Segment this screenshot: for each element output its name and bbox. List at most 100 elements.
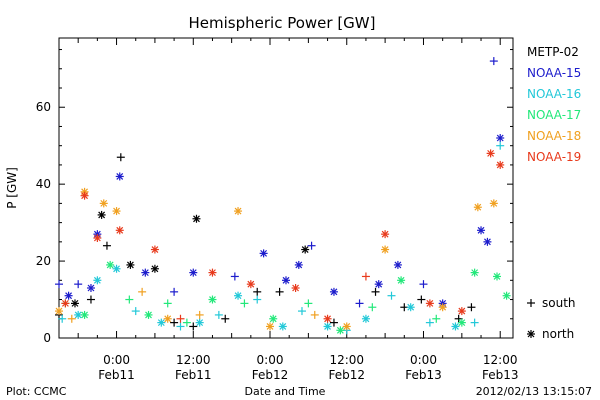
- data-point: [374, 280, 383, 289]
- legend-item: NOAA-18: [527, 129, 581, 143]
- data-point: [294, 260, 303, 269]
- data-point: [97, 210, 106, 219]
- data-point: [61, 299, 70, 308]
- data-point: [329, 318, 338, 327]
- legend-item: NOAA-19: [527, 150, 581, 164]
- data-point: [246, 280, 255, 289]
- data-point: [432, 314, 441, 323]
- data-point: [417, 295, 426, 304]
- data-point: [470, 268, 479, 277]
- data-point: [115, 172, 124, 181]
- data-point: [457, 318, 466, 327]
- data-point: [55, 307, 63, 316]
- data-point: [64, 291, 73, 300]
- data-point: [221, 314, 230, 323]
- data-point: [157, 318, 166, 327]
- data-point: [70, 299, 79, 308]
- data-point: [425, 318, 434, 327]
- data-point: [253, 295, 262, 304]
- plot-frame: [58, 37, 514, 339]
- data-point: [307, 241, 316, 250]
- data-point: [80, 310, 89, 319]
- legend-item: NOAA-15: [527, 66, 581, 80]
- data-point: [301, 245, 310, 254]
- data-point: [150, 264, 159, 273]
- data-point: [323, 322, 332, 331]
- y-tick-label: 40: [36, 177, 51, 191]
- data-point: [80, 191, 89, 200]
- data-point: [112, 207, 121, 216]
- data-point: [470, 318, 479, 327]
- data-point: [116, 153, 125, 162]
- data-point: [102, 241, 111, 250]
- data-point: [304, 299, 313, 308]
- data-point: [310, 310, 319, 319]
- data-point: [214, 310, 223, 319]
- data-point: [467, 303, 476, 312]
- data-point: [425, 299, 434, 308]
- data-point: [99, 199, 108, 208]
- data-point: [234, 291, 243, 300]
- data-point: [387, 291, 396, 300]
- data-point: [457, 307, 466, 316]
- data-point: [496, 141, 505, 150]
- x-tick-date-label: Feb12: [328, 368, 365, 382]
- data-point: [163, 299, 172, 308]
- data-point: [141, 268, 150, 277]
- data-point: [486, 149, 495, 158]
- data-point: [176, 314, 185, 323]
- data-point: [266, 322, 275, 331]
- x-axis-label: Date and Time: [245, 385, 326, 398]
- data-point: [230, 272, 239, 281]
- data-point: [189, 268, 198, 277]
- data-point: [240, 299, 249, 308]
- marker-legend-label: south: [542, 296, 576, 310]
- data-point: [361, 314, 370, 323]
- data-point: [126, 260, 135, 269]
- data-point: [55, 280, 63, 289]
- data-point: [253, 287, 262, 296]
- data-point: [106, 260, 115, 269]
- data-point: [170, 318, 179, 327]
- x-tick-date-label: Feb11: [175, 368, 212, 382]
- data-point: [342, 322, 351, 331]
- x-tick-date-label: Feb11: [98, 368, 135, 382]
- data-point: [493, 272, 502, 281]
- data-point: [195, 318, 204, 327]
- data-point: [138, 287, 147, 296]
- data-point: [269, 314, 278, 323]
- x-tick-label: 12:00: [483, 353, 518, 367]
- data-point: [131, 307, 140, 316]
- data-point: [451, 322, 460, 331]
- data-point: [208, 295, 217, 304]
- legend-item: NOAA-16: [527, 87, 581, 101]
- data-point: [195, 310, 204, 319]
- y-axis: 0 20 40 60: [36, 49, 513, 345]
- data-point: [67, 314, 76, 323]
- data-point: [144, 310, 153, 319]
- x-tick-label: 12:00: [176, 353, 211, 367]
- data-point: [208, 268, 217, 277]
- x-tick-label: 0:00: [410, 353, 437, 367]
- data-point: [86, 284, 95, 292]
- marker-legend-item: south: [527, 296, 576, 310]
- data-point: [368, 303, 377, 312]
- data-point: [86, 295, 95, 304]
- data-point: [176, 322, 185, 331]
- y-tick-label: 60: [36, 100, 51, 114]
- data-point: [93, 234, 102, 242]
- data-point: [58, 314, 67, 323]
- data-point: [438, 303, 447, 312]
- x-tick-date-label: Feb12: [252, 368, 289, 382]
- data-point: [381, 245, 390, 254]
- data-point: [170, 287, 179, 296]
- data-point: [115, 226, 124, 235]
- data-point: [502, 291, 511, 300]
- x-tick-date-label: Feb13: [405, 368, 442, 382]
- x-tick-label: 0:00: [257, 353, 284, 367]
- y-axis-label: P [GW]: [5, 167, 19, 209]
- data-point: [473, 203, 482, 212]
- data-point: [361, 272, 370, 281]
- data-point: [483, 237, 492, 246]
